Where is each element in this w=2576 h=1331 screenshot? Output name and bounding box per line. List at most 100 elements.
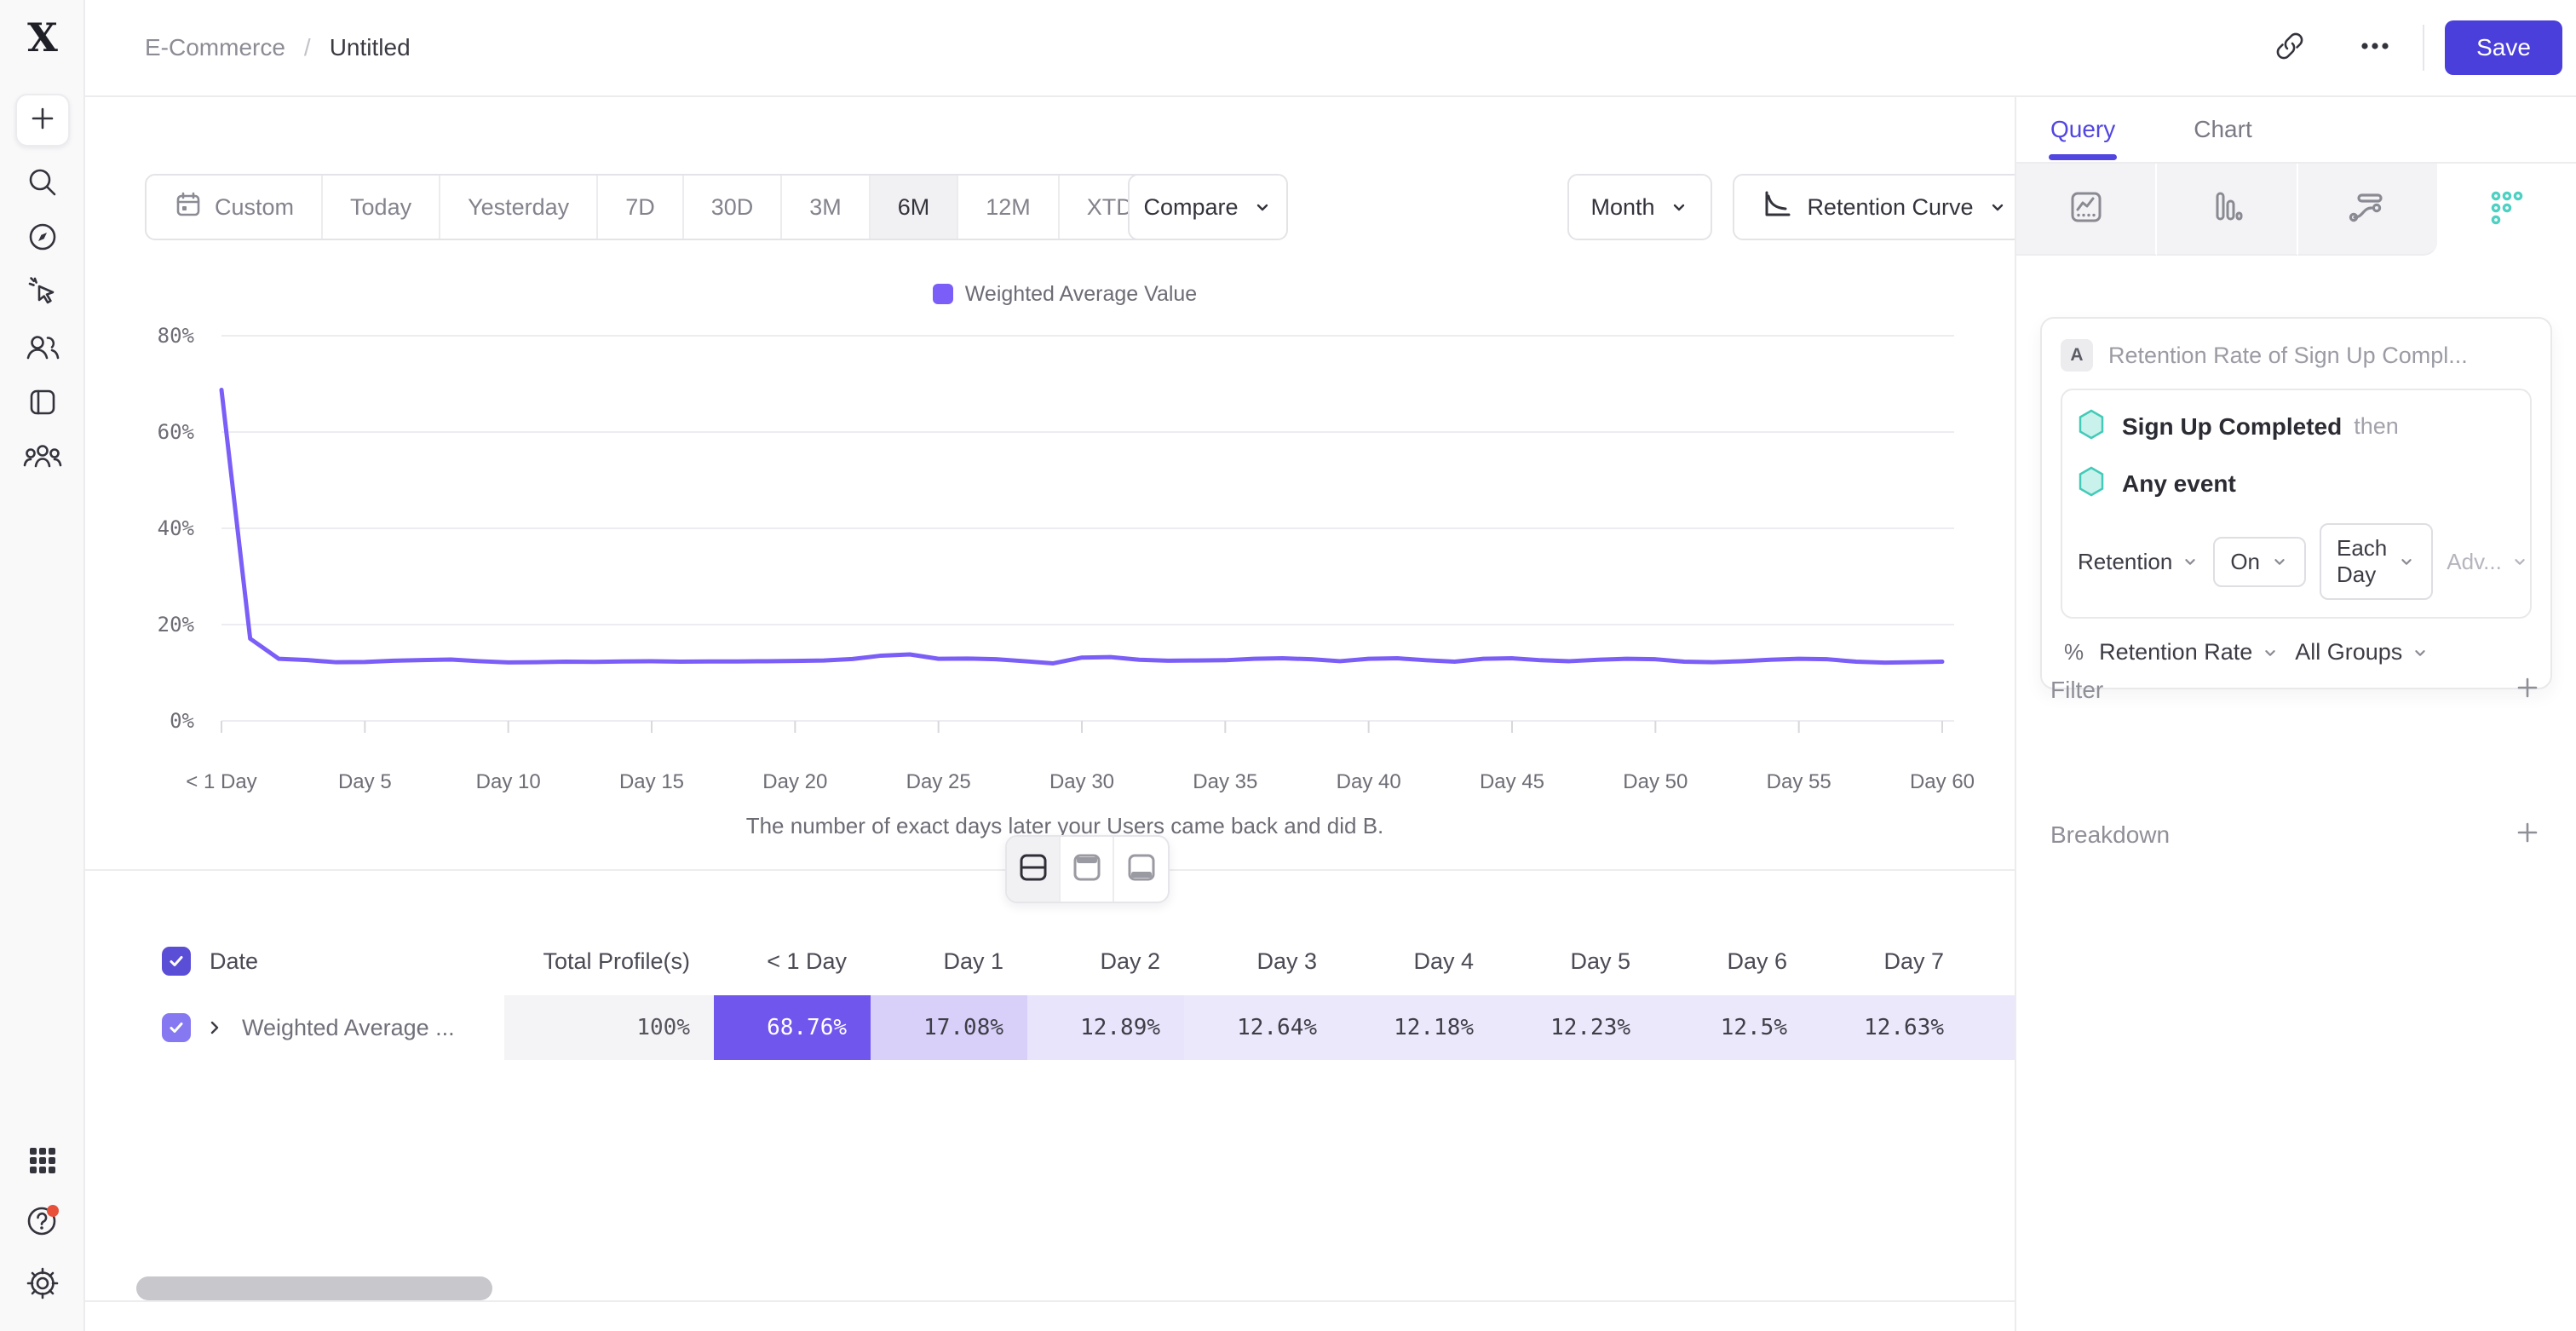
range-label: Today	[350, 193, 412, 220]
first-event-label[interactable]: Sign Up Completed	[2122, 412, 2343, 440]
table-value-cell[interactable]: 12.89%	[1027, 995, 1184, 1060]
report-tab-retention[interactable]	[2436, 164, 2576, 256]
interval-select[interactable]: Each Day	[2320, 523, 2434, 600]
chart-type-select[interactable]: Retention Curve	[1733, 174, 2015, 240]
range-6m[interactable]: 6M	[870, 176, 959, 239]
sidebar-item-search[interactable]	[0, 158, 85, 210]
row-label: Weighted Average ...	[242, 1014, 455, 1040]
legend-label: Weighted Average Value	[964, 281, 1198, 306]
cell-value: 17.08%	[923, 1015, 1003, 1040]
breadcrumb: E-Commerce / Untitled	[145, 34, 411, 61]
report-tab-flows[interactable]	[2297, 164, 2437, 256]
chevron-down-icon	[2261, 643, 2280, 662]
table-value-cell[interactable]: 12.	[1968, 995, 2015, 1060]
chevron-down-icon	[2397, 552, 2416, 571]
cell-value: 100%	[636, 1015, 690, 1040]
retention-definition-card: Sign Up Completed then Any event Retenti…	[2061, 389, 2532, 619]
table-value-cell[interactable]: 68.76%	[714, 995, 871, 1060]
layout-split-view-button[interactable]	[1007, 837, 1061, 902]
x-tick-label: Day 35	[1193, 770, 1258, 793]
chevron-down-icon	[1669, 197, 1689, 217]
cell-value: 12.63%	[1864, 1015, 1944, 1040]
query-step-title[interactable]: Retention Rate of Sign Up Compl...	[2108, 342, 2468, 368]
sidebar-item-apps[interactable]	[0, 1137, 85, 1188]
range-today[interactable]: Today	[323, 176, 441, 239]
table-value-cell[interactable]: 12.18%	[1341, 995, 1498, 1060]
breadcrumb-separator: /	[303, 34, 311, 60]
horizontal-scrollbar-track	[85, 1300, 2015, 1302]
plus-icon	[2513, 677, 2542, 706]
measure-select[interactable]: Retention Rate	[2099, 639, 2280, 666]
sidebar-item-settings[interactable]	[0, 1259, 85, 1311]
chevron-down-icon	[1252, 197, 1273, 217]
sidebar-item-events[interactable]	[0, 268, 85, 319]
table-header-cell: Total Profile(s)	[504, 931, 714, 992]
layout-chart-only-button[interactable]	[1061, 837, 1114, 902]
sidebar-item-boards[interactable]	[0, 378, 85, 429]
range-30d[interactable]: 30D	[684, 176, 783, 239]
report-tab-funnels[interactable]	[2157, 164, 2298, 256]
row-checkbox[interactable]	[162, 1013, 191, 1042]
breadcrumb-project[interactable]: E-Commerce	[145, 34, 285, 60]
create-new-button[interactable]	[15, 94, 70, 147]
layout-table-only-button[interactable]	[1114, 837, 1168, 902]
header-label: Day 5	[1570, 948, 1630, 974]
breadcrumb-report-name[interactable]: Untitled	[329, 34, 411, 60]
table-value-cell[interactable]: 12.63%	[1811, 995, 1968, 1060]
mixpanel-logo[interactable]: X	[27, 14, 58, 60]
event-hexagon-icon	[2078, 466, 2105, 501]
sidebar-item-help[interactable]	[0, 1196, 85, 1247]
horizontal-scrollbar-thumb[interactable]	[136, 1276, 492, 1300]
on-select[interactable]: On	[2213, 536, 2306, 587]
range-label: Custom	[215, 193, 295, 220]
chevron-down-icon	[2411, 643, 2429, 662]
compass-icon	[24, 218, 61, 260]
row-name-cell[interactable]: Weighted Average ...	[85, 995, 504, 1060]
tab-chart[interactable]: Chart	[2194, 116, 2252, 142]
table-header-cell[interactable]: Date	[85, 931, 504, 992]
header-divider	[2423, 25, 2424, 71]
sidebar-item-users[interactable]	[0, 324, 85, 375]
range-yesterday[interactable]: Yesterday	[440, 176, 599, 239]
groups-select[interactable]: All Groups	[2295, 639, 2429, 666]
table-row[interactable]: Weighted Average ... 100% 68.76% 17.08% 12.8…	[85, 995, 2015, 1060]
table-value-cell[interactable]: 12.5%	[1654, 995, 1811, 1060]
retention-dots-icon	[2486, 187, 2527, 233]
tab-query[interactable]: Query	[2048, 116, 2118, 160]
header-label: Day 6	[1727, 948, 1787, 974]
retention-criteria-select[interactable]: Retention	[2078, 549, 2199, 575]
chart-plot-area[interactable]	[208, 315, 1963, 767]
chart-legend[interactable]: Weighted Average Value	[136, 273, 1993, 315]
report-tab-insights[interactable]	[2016, 164, 2158, 256]
retention-line-series[interactable]	[219, 388, 1945, 666]
select-all-checkbox[interactable]	[162, 947, 191, 976]
save-button[interactable]: Save	[2445, 20, 2562, 75]
table-value-cell[interactable]: 17.08%	[871, 995, 1027, 1060]
calendar-icon	[174, 190, 203, 225]
y-axis-labels: 0% 20% 40% 60% 80%	[136, 315, 208, 767]
header-label: Day 2	[1100, 948, 1160, 974]
add-filter-button[interactable]	[2513, 673, 2542, 706]
granularity-select[interactable]: Month	[1567, 174, 1712, 240]
range-3m[interactable]: 3M	[782, 176, 871, 239]
more-options-button[interactable]	[2351, 24, 2399, 72]
sidebar-item-explore[interactable]	[0, 213, 85, 264]
range-12m[interactable]: 12M	[958, 176, 1060, 239]
range-xtd[interactable]: XTD	[1060, 176, 1191, 239]
copy-link-button[interactable]	[2266, 24, 2314, 72]
header-label: < 1 Day	[767, 948, 847, 974]
advanced-select[interactable]: Adv...	[2447, 549, 2529, 575]
table-value-cell[interactable]: 12.64%	[1184, 995, 1341, 1060]
add-breakdown-button[interactable]	[2513, 818, 2542, 851]
x-tick-label: < 1 Day	[186, 770, 257, 793]
range-custom[interactable]: Custom	[147, 176, 324, 239]
table-value-cell[interactable]: 100%	[504, 995, 714, 1060]
range-7d[interactable]: 7D	[598, 176, 684, 239]
second-event-label[interactable]: Any event	[2122, 470, 2236, 497]
sidebar-item-cohorts[interactable]	[0, 433, 85, 484]
compare-button[interactable]: Compare	[1128, 174, 1288, 240]
table-value-cell[interactable]: 12.23%	[1498, 995, 1654, 1060]
row-expand-chevron-icon[interactable]	[206, 1019, 223, 1040]
query-step-card: A Retention Rate of Sign Up Compl... Sig…	[2040, 317, 2552, 689]
x-tick-label: Day 50	[1623, 770, 1688, 793]
